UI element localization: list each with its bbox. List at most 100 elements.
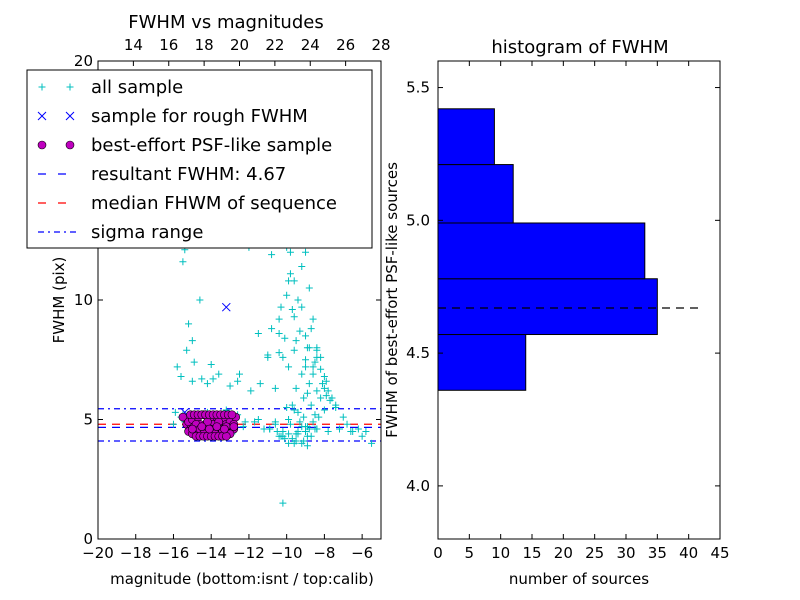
scatter-point — [286, 420, 294, 428]
histogram-y-tick-label: 4.0 — [406, 477, 430, 495]
scatter-point — [283, 404, 291, 412]
scatter-point — [347, 427, 355, 435]
scatter-point — [275, 329, 283, 337]
histogram-x-tick-label: 5 — [465, 544, 475, 562]
scatter-point — [309, 363, 317, 371]
scatter-point — [311, 411, 319, 419]
histogram-y-axis-label: FWHM of best-effort PSF-like sources — [383, 162, 401, 438]
scatter-point — [279, 432, 287, 440]
scatter-point — [226, 382, 234, 390]
scatter-point — [292, 337, 300, 345]
scatter-point — [203, 380, 211, 388]
scatter-point — [296, 327, 304, 335]
scatter-x-tick-label: −14 — [195, 544, 227, 562]
legend-label: all sample — [91, 77, 183, 98]
scatter-y-tick-label: 10 — [74, 291, 93, 309]
scatter-point — [234, 377, 242, 385]
scatter-point — [317, 394, 325, 402]
scatter-point — [205, 424, 214, 434]
scatter-point — [335, 425, 343, 433]
scatter-point — [183, 346, 191, 354]
scatter-point — [319, 380, 327, 388]
histogram-title: histogram of FWHM — [491, 37, 668, 58]
scatter-point — [290, 406, 298, 414]
scatter-point — [177, 372, 185, 380]
scatter-point — [320, 372, 328, 380]
scatter-point — [169, 420, 177, 428]
scatter-x-tick-label: −18 — [120, 544, 152, 562]
histogram-bar — [437, 164, 514, 224]
legend-box — [26, 69, 373, 249]
scatter-y-axis-label: FWHM (pix) — [50, 257, 68, 344]
scatter-point — [241, 418, 249, 426]
scatter-point — [313, 387, 321, 395]
scatter-point — [320, 384, 328, 392]
scatter-top-tick-label: 26 — [336, 36, 355, 54]
scatter-x-axis-label: magnitude (bottom:isnt / top:calib) — [110, 570, 374, 588]
histogram-bar — [437, 334, 527, 391]
scatter-point — [326, 396, 334, 404]
scatter-point — [317, 365, 325, 373]
scatter-point — [275, 315, 283, 323]
legend-item: resultant FWHM: 4.67 — [38, 164, 286, 185]
scatter-point — [294, 408, 302, 416]
histogram-bar — [437, 108, 495, 166]
histogram-panel: histogram of FWHM 0 5 10 15 20 25 30 35 40 45 4.0… — [383, 37, 730, 588]
legend-item: sample for rough FWHM — [37, 106, 308, 127]
scatter-point — [292, 384, 300, 392]
legend-label: sigma range — [91, 222, 203, 243]
scatter-point — [190, 358, 198, 366]
scatter-point — [294, 296, 302, 304]
scatter-point — [188, 377, 196, 385]
histogram-x-tick-label: 40 — [679, 544, 698, 562]
scatter-point — [285, 363, 293, 371]
legend-item: best-effort PSF-like sample — [37, 135, 332, 156]
scatter-title: FWHM vs magnitudes — [128, 12, 323, 33]
scatter-y-tick-label: 5 — [83, 411, 93, 429]
scatter-point — [254, 329, 262, 337]
scatter-point — [215, 370, 223, 378]
scatter-point — [302, 423, 310, 431]
scatter-point — [343, 420, 351, 428]
scatter-point — [305, 425, 313, 433]
scatter-point — [286, 248, 294, 256]
scatter-point — [209, 375, 217, 383]
scatter-point — [188, 424, 197, 434]
scatter-point — [298, 439, 306, 447]
scatter-top-tick-label: 14 — [124, 36, 143, 54]
scatter-point — [198, 375, 206, 383]
legend-item: median FHWM of sequence — [38, 193, 337, 214]
scatter-point — [260, 425, 268, 433]
scatter-point — [302, 248, 310, 256]
scatter-point — [286, 270, 294, 278]
scatter-point — [303, 442, 311, 450]
scatter-point — [264, 351, 272, 359]
scatter-point — [320, 406, 328, 414]
scatter-point — [236, 370, 243, 378]
scatter-point — [290, 439, 298, 447]
scatter-point — [279, 499, 287, 507]
scatter-point — [298, 370, 306, 378]
histogram-y-tick-label: 4.5 — [406, 344, 430, 362]
scatter-point — [305, 284, 313, 292]
scatter-point — [303, 432, 311, 440]
scatter-point — [271, 420, 279, 428]
histogram-y-tick-label: 5.5 — [406, 79, 430, 97]
scatter-top-tick-label: 20 — [230, 36, 249, 54]
scatter-y-tick-label: 20 — [74, 52, 93, 70]
scatter-point — [179, 258, 187, 266]
histogram-bar — [437, 222, 646, 280]
scatter-y-tick-label: 0 — [83, 530, 93, 548]
scatter-point — [309, 418, 317, 426]
legend-label: sample for rough FWHM — [91, 106, 308, 127]
scatter-top-tick-label: 18 — [195, 36, 214, 54]
scatter-point — [324, 387, 332, 395]
scatter-point — [302, 363, 310, 371]
scatter-point — [322, 392, 330, 400]
histogram-y-tick-label: 5.0 — [406, 211, 430, 229]
scatter-point — [290, 346, 298, 354]
scatter-point — [300, 394, 308, 402]
scatter-point — [302, 332, 310, 340]
scatter-point — [305, 380, 313, 388]
scatter-point — [294, 430, 302, 438]
